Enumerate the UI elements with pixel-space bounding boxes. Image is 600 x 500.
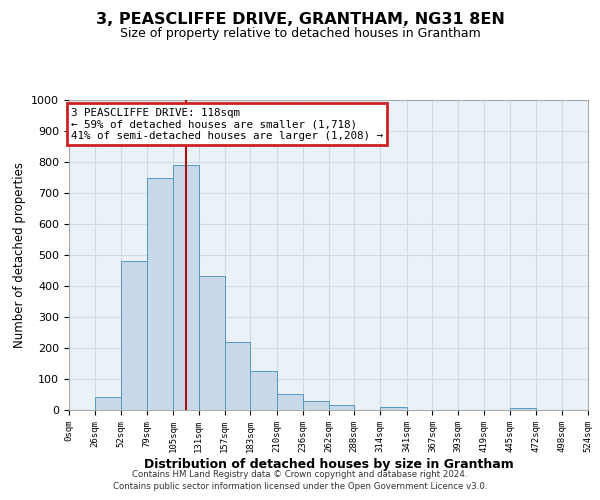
Y-axis label: Number of detached properties: Number of detached properties	[13, 162, 26, 348]
Text: Size of property relative to detached houses in Grantham: Size of property relative to detached ho…	[119, 28, 481, 40]
Bar	[329, 406, 354, 410]
Bar	[173, 165, 199, 410]
Text: Contains public sector information licensed under the Open Government Licence v3: Contains public sector information licen…	[113, 482, 487, 491]
Bar	[199, 276, 224, 410]
Text: 3, PEASCLIFFE DRIVE, GRANTHAM, NG31 8EN: 3, PEASCLIFFE DRIVE, GRANTHAM, NG31 8EN	[95, 12, 505, 28]
Text: 3 PEASCLIFFE DRIVE: 118sqm
← 59% of detached houses are smaller (1,718)
41% of s: 3 PEASCLIFFE DRIVE: 118sqm ← 59% of deta…	[71, 108, 383, 141]
Bar	[147, 178, 173, 410]
Bar	[510, 408, 536, 410]
Bar	[277, 394, 303, 410]
Bar	[95, 396, 121, 410]
Bar	[250, 370, 277, 410]
Bar	[380, 407, 407, 410]
Text: Contains HM Land Registry data © Crown copyright and database right 2024.: Contains HM Land Registry data © Crown c…	[132, 470, 468, 479]
Bar	[121, 260, 147, 410]
Bar	[303, 401, 329, 410]
X-axis label: Distribution of detached houses by size in Grantham: Distribution of detached houses by size …	[143, 458, 514, 470]
Bar	[224, 342, 250, 410]
